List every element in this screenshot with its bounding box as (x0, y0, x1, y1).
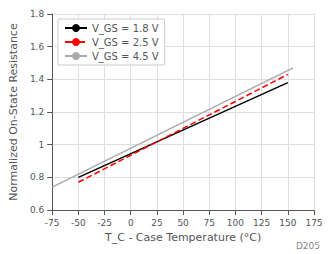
svg-text:Normalized On-State Resistance: Normalized On-State Resistance (7, 23, 20, 201)
svg-text:50: 50 (177, 218, 189, 228)
svg-text:1.8: 1.8 (30, 9, 45, 19)
svg-text:D205: D205 (296, 241, 320, 251)
svg-text:75: 75 (204, 218, 215, 228)
svg-text:1.4: 1.4 (30, 74, 45, 84)
svg-text:25: 25 (151, 218, 162, 228)
svg-text:175: 175 (305, 218, 322, 228)
svg-text:V_GS = 2.5 V: V_GS = 2.5 V (92, 37, 159, 49)
svg-text:1: 1 (38, 140, 44, 150)
svg-text:-50: -50 (71, 218, 86, 228)
svg-text:V_GS = 4.5 V: V_GS = 4.5 V (92, 51, 159, 63)
svg-text:-25: -25 (97, 218, 112, 228)
svg-text:100: 100 (227, 218, 244, 228)
svg-text:0.6: 0.6 (30, 205, 45, 215)
svg-text:V_GS = 1.8 V: V_GS = 1.8 V (92, 23, 159, 35)
svg-text:1.2: 1.2 (30, 107, 44, 117)
svg-text:125: 125 (253, 218, 270, 228)
svg-text:150: 150 (279, 218, 296, 228)
svg-text:T_C - Case Temperature (°C): T_C - Case Temperature (°C) (104, 231, 261, 244)
svg-text:1.6: 1.6 (30, 42, 45, 52)
svg-text:0.8: 0.8 (30, 172, 45, 182)
svg-text:0: 0 (128, 218, 134, 228)
svg-text:-75: -75 (45, 218, 60, 228)
